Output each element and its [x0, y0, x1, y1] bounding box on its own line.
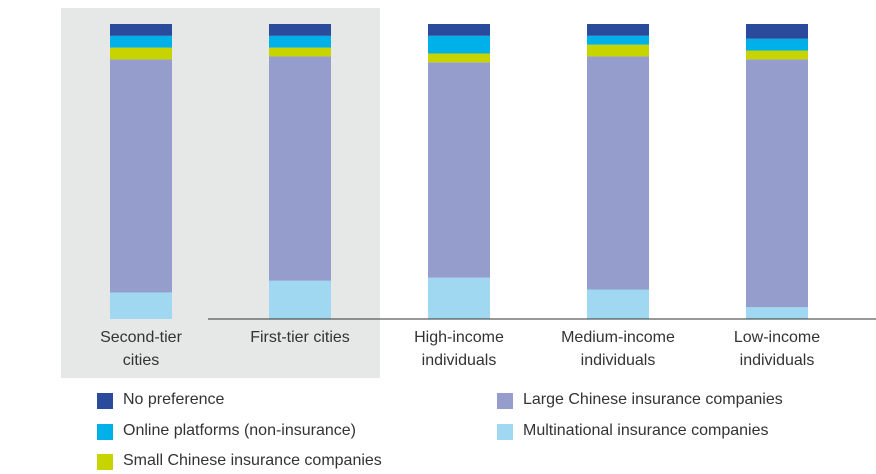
- legend-label: Online platforms (non-insurance): [123, 422, 356, 439]
- x-tick-label: Low-income individuals: [733, 329, 821, 369]
- bar-segment: [746, 38, 808, 51]
- legend-label: Large Chinese insurance companies: [523, 391, 783, 408]
- legend-swatch: [97, 424, 113, 440]
- bar-segment: [269, 280, 331, 319]
- legend-label: No preference: [123, 391, 225, 408]
- bar-segment: [587, 56, 649, 290]
- bar-segment: [110, 47, 172, 60]
- bar-segment: [746, 59, 808, 308]
- legend-label: Multinational insurance companies: [523, 422, 769, 439]
- bar-segment: [428, 24, 490, 36]
- x-tick-label: High-income individuals: [414, 329, 504, 369]
- bar-segment: [587, 24, 649, 36]
- x-tick-label: First-tier cities: [250, 329, 350, 346]
- bar-segment: [746, 24, 808, 39]
- bar-segment: [746, 307, 808, 319]
- legend-swatch: [97, 454, 113, 470]
- bar-segment: [428, 35, 490, 54]
- bar-segment: [587, 44, 649, 57]
- bar-segment: [587, 289, 649, 319]
- bar-segment: [428, 53, 490, 63]
- legend-swatch: [497, 393, 513, 409]
- bar-segment: [269, 24, 331, 36]
- highlight: [61, 8, 380, 378]
- bar-segment: [110, 292, 172, 319]
- bar-segment: [269, 35, 331, 48]
- bar-segment: [428, 62, 490, 278]
- bar-segment: [587, 35, 649, 45]
- bar-segment: [110, 24, 172, 36]
- bar-segment: [428, 277, 490, 319]
- legend-swatch: [97, 393, 113, 409]
- bar-segment: [269, 56, 331, 281]
- bar-segment: [746, 50, 808, 60]
- bar-segment: [110, 35, 172, 48]
- bar-segment: [269, 47, 331, 57]
- x-tick-label: Medium-income individuals: [561, 329, 675, 369]
- legend-swatch: [497, 424, 513, 440]
- bar-segment: [110, 59, 172, 293]
- legend-label: Small Chinese insurance companies: [123, 452, 382, 469]
- x-tick-label: Second-tier cities: [100, 329, 182, 369]
